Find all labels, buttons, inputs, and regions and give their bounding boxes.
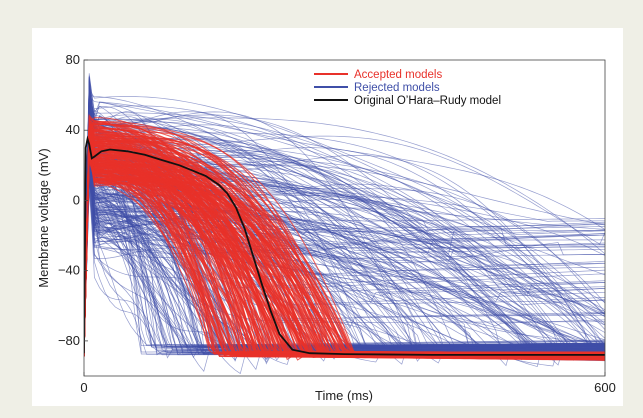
chart: 80 40 0 −40 −80 0 600 Time (ms) Membrane volt… xyxy=(36,52,616,403)
y-tick-label: 0 xyxy=(73,192,80,207)
y-tick-label: −40 xyxy=(58,263,80,278)
x-ticks: 0 600 xyxy=(80,372,616,395)
figure-panel: 80 40 0 −40 −80 0 600 Time (ms) Membrane volt… xyxy=(32,28,623,406)
y-tick-label: 40 xyxy=(66,122,80,137)
rejected-trace xyxy=(84,140,605,295)
x-tick-label: 0 xyxy=(80,380,87,395)
y-tick-label: −80 xyxy=(58,333,80,348)
y-axis-label: Membrane voltage (mV) xyxy=(36,148,51,287)
rejected-trace xyxy=(84,95,605,290)
accepted-trace xyxy=(84,132,605,361)
accepted-trace xyxy=(84,122,605,360)
plot-frame xyxy=(83,59,606,377)
legend-label: Rejected models xyxy=(354,82,440,94)
rejected-trace xyxy=(84,105,605,349)
y-ticks: 80 40 0 −40 −80 xyxy=(58,52,88,348)
x-tick-label: 600 xyxy=(594,380,616,395)
rejected-trace xyxy=(84,164,605,331)
accepted-trace xyxy=(84,134,605,359)
rejected-trace xyxy=(84,164,605,368)
rejected-trace xyxy=(84,180,605,350)
original-ohara-rudy-line xyxy=(84,135,605,356)
rejected-trace xyxy=(84,172,605,349)
rejected-trace xyxy=(84,101,605,355)
original-trace xyxy=(84,135,605,356)
rejected-trace xyxy=(84,114,605,252)
legend-label: Original O’Hara–Rudy model xyxy=(354,95,501,107)
y-tick-label: 80 xyxy=(66,52,80,67)
legend-label: Accepted models xyxy=(354,69,442,81)
x-axis-label: Time (ms) xyxy=(315,388,373,403)
rejected-trace xyxy=(84,86,605,308)
